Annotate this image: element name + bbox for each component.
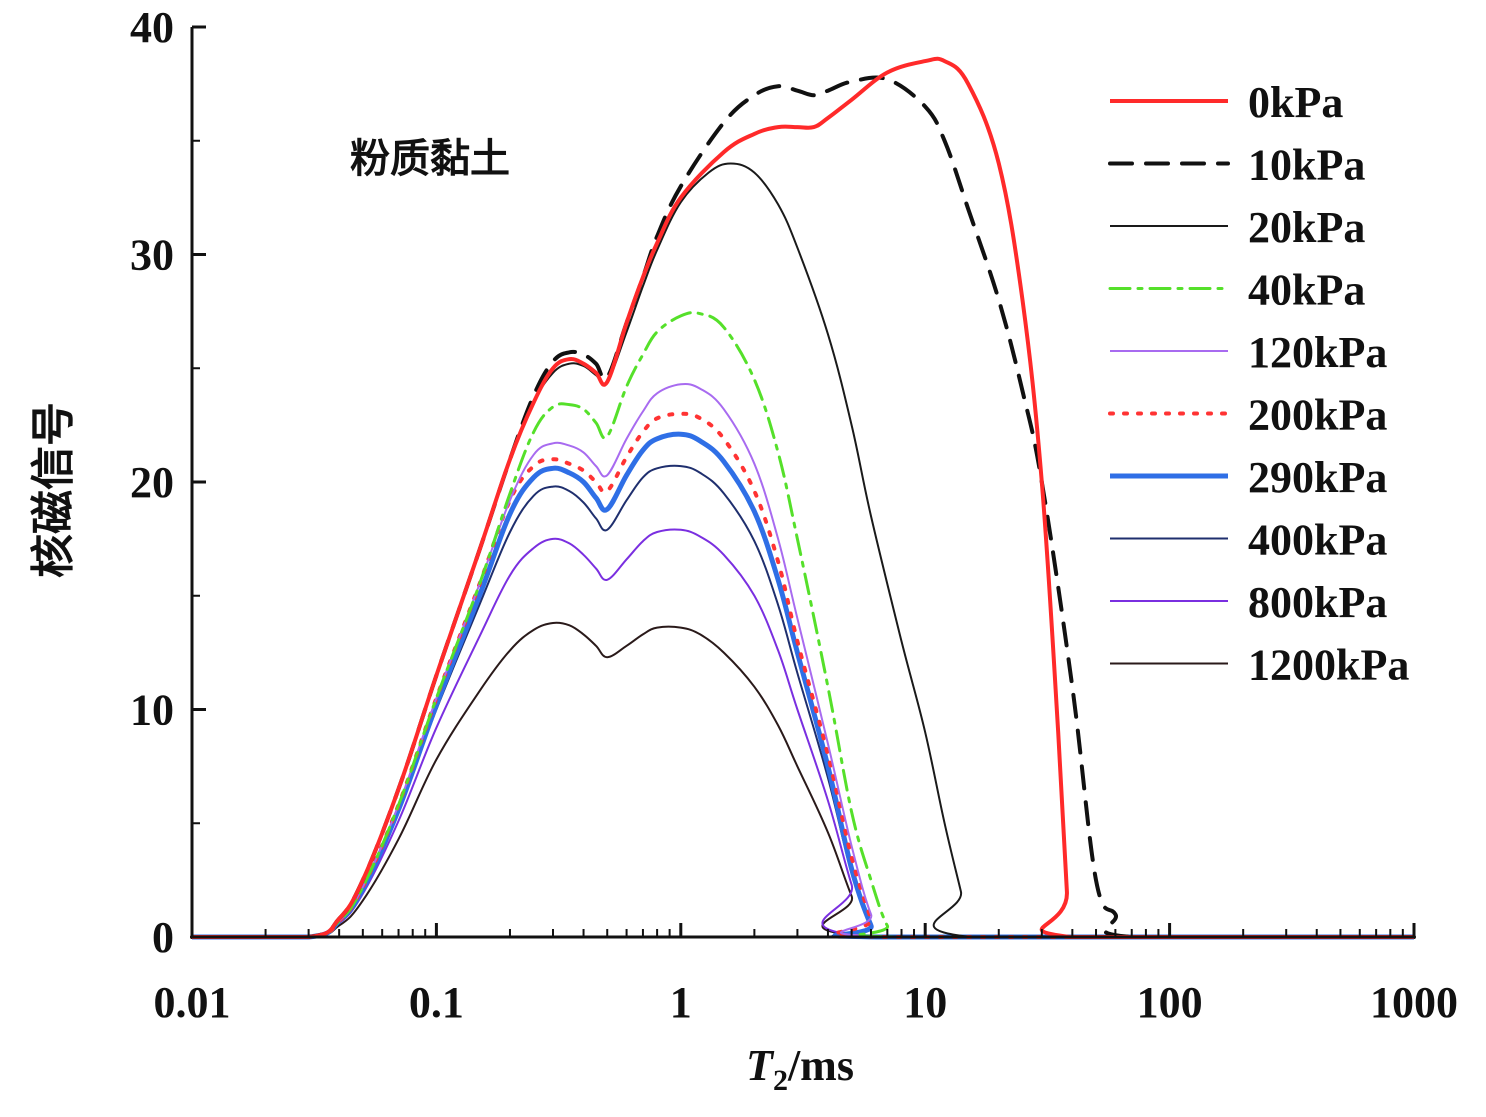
legend-item-800kpa: 800kPa <box>1110 578 1387 627</box>
soil-type-annotation: 粉质黏土 <box>350 136 510 182</box>
legend: 0kPa 10kPa 20kPa 40kPa 120kPa 200kPa 290kPa 400… <box>1108 78 1409 690</box>
x-axis-title-symbol: T <box>746 1041 775 1090</box>
legend-item-40kpa: 40kPa <box>1108 266 1365 315</box>
y-tick-label: 40 <box>130 3 174 52</box>
legend-item-120kpa: 120kPa <box>1110 328 1387 377</box>
series-line-0kpa <box>192 56 1414 940</box>
series-line-1200kpa <box>192 621 1414 939</box>
legend-label: 290kPa <box>1248 453 1387 502</box>
legend-item-20kpa: 20kPa <box>1110 203 1365 252</box>
x-axis-title-unit: /ms <box>787 1041 854 1090</box>
legend-item-0kpa: 0kPa <box>1110 78 1343 127</box>
legend-label: 20kPa <box>1248 203 1365 252</box>
x-axis-title-subscript: 2 <box>773 1064 788 1097</box>
y-tick-label: 10 <box>130 686 174 735</box>
x-tick-label: 10 <box>903 978 947 1027</box>
legend-label: 200kPa <box>1248 391 1387 440</box>
legend-label: 0kPa <box>1248 78 1343 127</box>
legend-label: 400kPa <box>1248 516 1387 565</box>
legend-item-10kpa: 10kPa <box>1108 141 1365 190</box>
x-tick-label: 0.1 <box>409 978 464 1027</box>
series-line-40kpa <box>190 311 1416 939</box>
y-tick-label: 20 <box>130 458 174 507</box>
series-line-290kpa <box>192 431 1414 940</box>
ticks: 0.01 0.1 1 10 100 1000 0 10 20 30 40 <box>130 3 1458 1027</box>
series-line-10kpa <box>190 75 1416 940</box>
series-line-800kpa <box>192 528 1414 939</box>
legend-label: 120kPa <box>1248 328 1387 377</box>
legend-label: 800kPa <box>1248 578 1387 627</box>
x-tick-label: 1000 <box>1370 978 1458 1027</box>
legend-item-290kpa: 290kPa <box>1110 453 1387 502</box>
series-layer <box>190 56 1416 940</box>
y-axis-title: 核磁信号 <box>29 402 78 578</box>
x-tick-label: 0.01 <box>154 978 231 1027</box>
legend-item-400kpa: 400kPa <box>1110 516 1387 565</box>
legend-label: 1200kPa <box>1248 641 1409 690</box>
x-axis-title: T2/ms <box>746 1041 854 1097</box>
legend-label: 40kPa <box>1248 266 1365 315</box>
legend-item-1200kpa: 1200kPa <box>1110 641 1409 690</box>
x-tick-label: 100 <box>1137 978 1203 1027</box>
y-tick-label: 0 <box>152 913 174 962</box>
legend-label: 10kPa <box>1248 141 1365 190</box>
y-tick-label: 30 <box>130 231 174 280</box>
x-tick-label: 1 <box>670 978 692 1027</box>
legend-item-200kpa: 200kPa <box>1108 391 1387 440</box>
series-line-20kpa <box>192 162 1414 939</box>
